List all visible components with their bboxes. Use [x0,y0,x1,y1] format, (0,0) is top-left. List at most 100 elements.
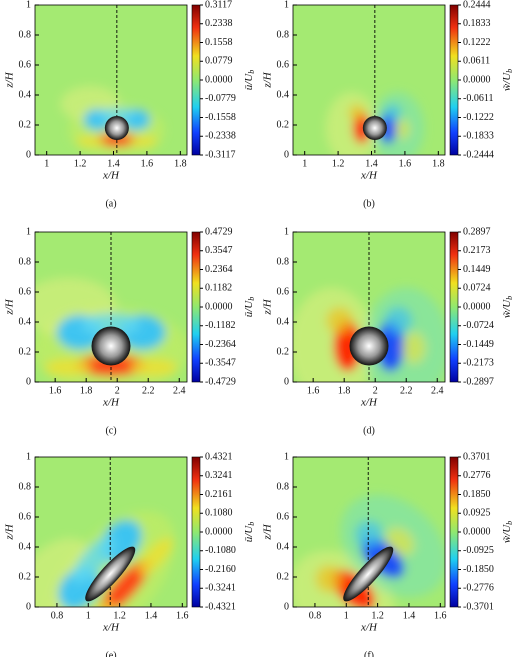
colorbar [449,456,459,608]
colorbar-tick-label: 0.2338 [205,18,233,29]
x-tick-label: 1.8 [174,158,187,169]
y-axis-label: z/H [262,71,274,88]
y-tick-label: 0.4 [19,541,32,552]
y-tick-label: 0.2 [19,346,32,357]
y-tick-label: 0.2 [19,119,32,130]
y-tick-label: 0.6 [19,511,32,522]
panel: 1 1.2 1.4 1.6 1.8 0 0.2 0.4 0.6 0.8 1 x/H z/H (a) 0.31… [4,0,256,209]
colorbar-tick-label: -0.1833 [463,131,494,142]
plot-frame [292,231,446,383]
caption: (b) [363,198,375,209]
colorbar-tick-label: 0.3117 [205,0,232,10]
x-tick-label: 1.2 [74,158,87,169]
x-tick-label: 1 [344,610,349,621]
y-tick-label: 0.6 [277,511,290,522]
colorbar-tick-label: 0.1449 [463,264,491,275]
x-tick-label: 1.4 [403,610,416,621]
colorbar-label-sub: b [247,522,256,526]
y-tick-label: 0.8 [19,256,32,267]
colorbar-tick-label: 0.3701 [463,451,491,462]
colorbar-tick-label: -0.4321 [205,601,236,612]
colorbar-tick-label: -0.2160 [205,564,236,575]
field-blobs [325,92,425,155]
colorbar-tick-label: 0.1182 [205,283,232,294]
plot-frame [34,456,188,608]
contour-field [293,5,445,155]
colorbar-tick-label: 0.1222 [463,37,491,48]
colorbar-tick-label: 0.3547 [205,245,233,256]
colorbar-tick-label: -0.1850 [463,564,494,575]
body [343,546,394,602]
field-blob [130,358,178,377]
field-blob [355,520,383,549]
colorbar-label: w̃/Ub [501,296,514,318]
x-tick-label: 1.6 [307,385,320,396]
y-tick-label: 1 [26,0,31,10]
colorbar-tick-label: 0.0000 [205,74,233,85]
field-blob [72,535,116,583]
y-tick-label: 0.2 [277,119,290,130]
colorbar-tick-label: 0.0000 [205,526,233,537]
colorbar-tick-label: 0.2161 [205,489,233,500]
y-tick-label: 0.8 [277,481,290,492]
field-blob [385,527,415,556]
colorbar-label-sub: b [247,70,256,74]
colorbar-label-sub: b [247,297,256,301]
x-tick-label: 2.4 [431,385,444,396]
y-tick-label: 0.2 [277,571,290,582]
colorbar [191,4,201,156]
field-blob [99,559,151,607]
contour-field [35,5,187,155]
y-tick-label: 0.6 [19,286,32,297]
colorbar-tick-label: 0.0611 [463,56,490,67]
colorbar [449,231,459,383]
body [104,116,129,140]
colorbar-label: ū/Ub [243,70,256,91]
colorbar-tick-label: -0.1558 [205,112,236,123]
body [85,546,136,602]
y-tick-label: 1 [26,451,31,462]
colorbar-tick-label: 0.1558 [205,37,233,48]
panel: 1.6 1.8 2 2.2 2.4 0 0.2 0.4 0.6 0.8 1 x/H z/H (c) 0.47… [4,226,256,436]
field-blob [44,358,92,377]
colorbar-tick-label: 0.4729 [205,226,233,237]
x-tick-label: 1.4 [365,158,378,169]
body [349,326,389,366]
y-tick-label: 0.4 [277,89,290,100]
colorbar-label-main: ū/U [243,300,255,318]
y-axis-label: z/H [4,523,16,540]
x-tick-label: 1.4 [145,610,158,621]
colorbar-label-sub: b [505,296,514,300]
colorbar-tick-label: 0.3241 [205,470,233,481]
x-axis-label: x/H [360,170,378,182]
y-tick-label: 0.2 [19,571,32,582]
colorbar-label-sub: b [505,521,514,525]
colorbar-tick-label: -0.3547 [205,358,236,369]
colorbar-tick-label: -0.1080 [205,545,236,556]
y-tick-label: 0 [26,376,31,387]
colorbar-label-main: w̃/U [501,524,513,543]
field-blob [76,135,105,147]
field-blob [395,119,410,139]
field-blob [128,135,158,147]
y-axis-label: z/H [262,523,274,540]
colorbar-tick-label: 0.0724 [463,283,491,294]
y-tick-label: 0.8 [277,29,290,40]
colorbar-tick-label: -0.2338 [205,131,236,142]
x-tick-label: 1.8 [432,158,445,169]
caption: (f) [364,650,374,657]
colorbar-label: w̃/Ub [501,521,514,543]
colorbar-tick-label: -0.3241 [205,583,236,594]
field-blob [348,104,366,121]
x-tick-label: 0.8 [51,610,64,621]
colorbar-tick-label: 0.0000 [463,526,491,537]
y-axis-label: z/H [262,298,274,315]
colorbar-tick-label: 0.2897 [463,226,491,237]
colorbar-tick-label: -0.1449 [463,339,494,350]
colorbar-tick-label: 0.4321 [205,451,233,462]
colorbar-tick-label: 0.0000 [205,301,233,312]
y-tick-label: 0.4 [277,316,290,327]
colorbar-tick-label: 0.1850 [463,489,491,500]
x-tick-label: 1.2 [332,158,345,169]
